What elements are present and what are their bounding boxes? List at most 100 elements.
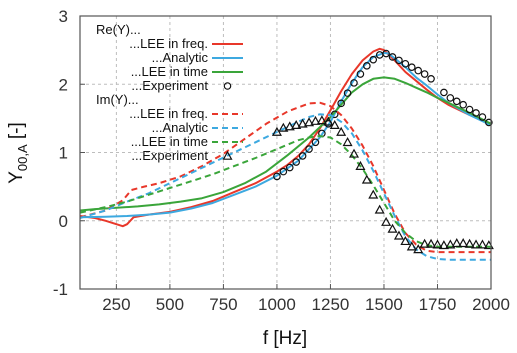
- series-im-lee-in-freq: [79, 101, 491, 254]
- legend-group-title: Im(Y)...: [96, 92, 139, 107]
- data-point: [343, 89, 352, 97]
- data-point: [316, 115, 327, 125]
- series-re-experiment: [273, 49, 493, 181]
- legend-entry-label: ...Analytic: [152, 50, 209, 65]
- data-point: [472, 109, 480, 117]
- data-point: [465, 105, 474, 114]
- data-point: [420, 70, 429, 78]
- data-point: [369, 55, 378, 64]
- legend-entry-label: ...LEE in time: [131, 64, 208, 79]
- data-point: [298, 152, 307, 160]
- y-tick-label: 3: [59, 7, 68, 26]
- series-line-im-analytic: [79, 113, 491, 261]
- data-point: [406, 241, 417, 251]
- data-point: [413, 244, 424, 254]
- data-point: [350, 79, 358, 87]
- legend-entry-label: ...Experiment: [131, 78, 208, 93]
- plot-series: [79, 47, 494, 261]
- legend-entry-label: ...LEE in time: [131, 134, 208, 149]
- x-tick-label: 2000: [472, 295, 510, 314]
- data-point: [432, 239, 443, 249]
- data-point: [445, 239, 456, 249]
- series-im-analytic: [79, 113, 491, 261]
- y-axis-label-subscript: 00,A: [15, 144, 30, 171]
- series-im-lee-in-time: [79, 135, 491, 248]
- y-tick-label: 1: [59, 144, 68, 163]
- data-point: [440, 88, 448, 97]
- data-point: [323, 116, 334, 126]
- legend-marker-sample: [223, 82, 232, 90]
- series-line-im-lee-in-time: [79, 135, 491, 248]
- data-point: [478, 113, 487, 121]
- data-point: [273, 172, 281, 181]
- data-point: [414, 66, 423, 75]
- data-point: [451, 238, 462, 248]
- data-point: [459, 100, 467, 109]
- y-axis-label-unit: [-]: [6, 122, 27, 144]
- x-tick-label: 250: [102, 295, 130, 314]
- legend-entry-label: ...LEE in freq.: [129, 106, 208, 121]
- data-point: [374, 204, 385, 214]
- data-point: [348, 148, 360, 158]
- data-point: [292, 158, 301, 166]
- data-point: [336, 126, 347, 136]
- legend-entry-label: ...Analytic: [152, 120, 209, 135]
- series-line-re-analytic: [79, 51, 492, 219]
- data-point: [470, 239, 482, 249]
- x-tick-label: 1750: [419, 295, 457, 314]
- y-tick-label: 2: [59, 75, 68, 94]
- data-point: [464, 238, 475, 248]
- data-point: [368, 189, 379, 199]
- data-point: [311, 138, 320, 147]
- data-point: [419, 238, 430, 248]
- data-point: [297, 118, 308, 128]
- legend-entry-label: ...Experiment: [131, 148, 208, 163]
- grid-lines: [80, 16, 492, 289]
- y-axis-label: Y00,A [-]: [6, 122, 30, 184]
- data-point: [330, 110, 339, 119]
- x-axis-label: f [Hz]: [263, 328, 307, 349]
- data-point: [485, 118, 493, 127]
- legend-group-title: Re(Y)...: [96, 22, 141, 37]
- x-tick-label: 750: [209, 295, 237, 314]
- data-point: [361, 174, 372, 184]
- data-point: [329, 119, 340, 129]
- data-point: [393, 230, 404, 240]
- data-point: [304, 117, 315, 127]
- data-point: [407, 63, 416, 71]
- data-point: [477, 239, 488, 249]
- data-point: [387, 223, 398, 233]
- y-tick-label: 0: [59, 212, 68, 231]
- data-point: [305, 145, 313, 153]
- data-point: [356, 70, 365, 78]
- series-line-im-lee-in-freq: [79, 101, 491, 254]
- data-point: [291, 119, 302, 129]
- data-point: [395, 56, 403, 65]
- series-re-analytic: [79, 51, 492, 219]
- data-point: [355, 160, 366, 170]
- axis-ticks: 250 500 750 1000 1250 1500 1750 2000 -1 0 1 2 3: [53, 7, 510, 314]
- data-point: [401, 59, 410, 68]
- data-point: [382, 49, 390, 58]
- legend-entry-label: ...LEE in freq.: [129, 36, 208, 51]
- data-point: [400, 235, 411, 246]
- data-point: [279, 167, 288, 176]
- data-point: [427, 74, 435, 83]
- data-point: [426, 238, 437, 248]
- series-line-re-lee-in-freq: [79, 47, 492, 228]
- data-point: [458, 238, 469, 248]
- x-tick-label: 1250: [312, 295, 350, 314]
- legend: Re(Y)......LEE in freq....Analytic...LEE…: [96, 22, 243, 163]
- y-tick-label: -1: [53, 280, 68, 299]
- legend-marker-sample: [222, 150, 233, 160]
- data-point: [284, 121, 295, 131]
- y-axis-label-main: Y: [6, 171, 27, 184]
- data-point: [342, 137, 353, 147]
- data-point: [388, 53, 397, 61]
- data-point: [337, 99, 345, 108]
- data-point: [438, 240, 449, 250]
- x-tick-label: 1000: [258, 295, 296, 314]
- data-point: [363, 62, 371, 70]
- data-point: [446, 94, 455, 102]
